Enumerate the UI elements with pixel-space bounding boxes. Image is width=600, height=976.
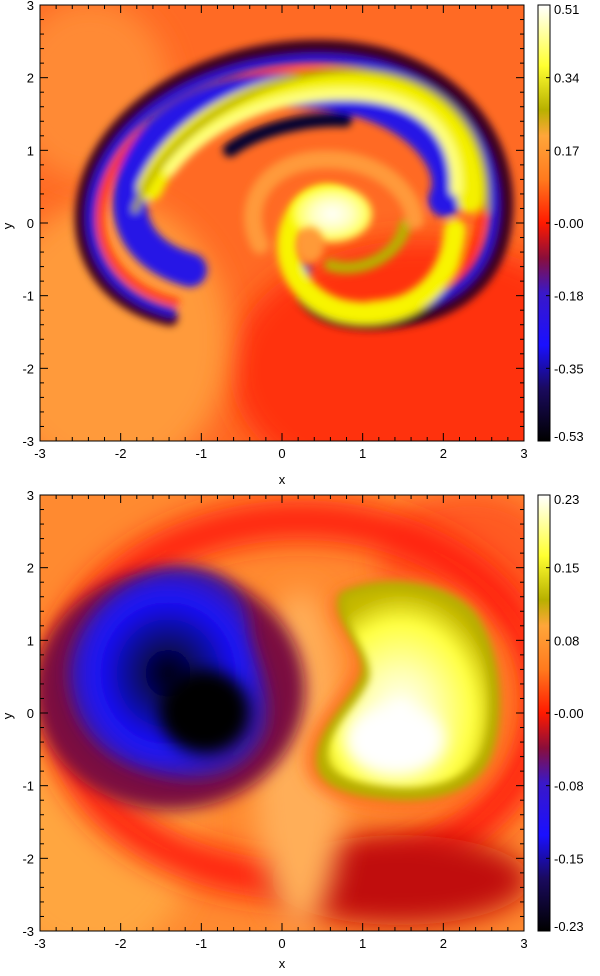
x-tick-label: -2 [115, 936, 127, 951]
x-tick-label: 2 [440, 936, 447, 951]
top-spiral [74, 39, 514, 331]
y-tick-label: 2 [27, 561, 34, 576]
top-core-shadow [296, 227, 324, 263]
x-tick-label: -1 [196, 936, 208, 951]
inner-orange-band [244, 150, 424, 254]
inner-coil-olive [324, 219, 411, 274]
y-tick-label: 1 [27, 143, 34, 158]
top-axes: -3 -2 -1 0 1 2 3 -3 -2 -1 0 1 2 3 [22, 0, 527, 461]
colorbar-label: -0.15 [554, 851, 584, 866]
y-tick-label: 0 [27, 706, 34, 721]
colorbar-label: 0.34 [554, 71, 579, 86]
y-tick-label: -1 [22, 779, 34, 794]
x-tick-label: 0 [278, 936, 285, 951]
y-tick-label: -3 [22, 924, 34, 939]
x-tick-label: -1 [196, 446, 208, 461]
bottom-ylabel: y [0, 712, 15, 719]
top-colorbar: 0.51 0.34 0.17 -0.00 -0.18 -0.35 -0.53 [537, 2, 584, 444]
y-tick-label: 3 [27, 0, 34, 13]
x-tick-label: 1 [359, 936, 366, 951]
y-tick-label: -2 [22, 361, 34, 376]
x-tick-label: 3 [520, 936, 527, 951]
top-ylabel: y [0, 222, 15, 229]
x-tick-label: -2 [115, 446, 127, 461]
top-panel: -3 -2 -1 0 1 2 3 -3 -2 -1 0 1 2 3 x y 0.51 0.34 0.17 -0.… [0, 0, 584, 487]
y-tick-label: 0 [27, 216, 34, 231]
colorbar-label: -0.35 [554, 361, 584, 376]
bottom-negative-lobe [40, 568, 305, 810]
yellow-arm-highlight [164, 88, 463, 196]
olive-rim [132, 68, 490, 213]
x-tick-label: 1 [359, 446, 366, 461]
x-tick-label: -3 [34, 446, 46, 461]
y-tick-label: -3 [22, 434, 34, 449]
pos-lobe-core [345, 705, 445, 775]
colorbar-label: 0.15 [554, 561, 579, 576]
colorbar-label: 0.08 [554, 633, 579, 648]
bottom-axes: -3 -2 -1 0 1 2 3 -3 -2 -1 0 1 2 3 [22, 488, 527, 951]
x-tick-label: 3 [520, 446, 527, 461]
y-tick-label: -2 [22, 851, 34, 866]
top-background-left [40, 200, 230, 441]
neg-lobe-core [160, 670, 250, 754]
colorbar-label: -0.53 [554, 429, 584, 444]
bottom-heatmap [40, 495, 524, 931]
colorbar-label: 0.17 [554, 143, 579, 158]
x-tick-label: 0 [278, 446, 285, 461]
colorbar-label: 0.51 [554, 2, 579, 17]
blue-arm-deep [223, 112, 352, 157]
colorbar-label: -0.00 [554, 216, 584, 231]
top-heatmap [40, 5, 524, 441]
bottom-colorbar: 0.23 0.15 0.08 -0.00 -0.08 -0.15 -0.23 [537, 492, 584, 934]
bottom-positive-lobe [305, 579, 509, 811]
bottom-panel: -3 -2 -1 0 1 2 3 -3 -2 -1 0 1 2 3 x y 0.23 0.15 0.08 -0.… [0, 488, 584, 971]
x-tick-label: 2 [440, 446, 447, 461]
y-tick-label: 2 [27, 71, 34, 86]
colorbar-label: 0.23 [554, 492, 579, 507]
colorbar-label: -0.08 [554, 779, 584, 794]
y-tick-label: -1 [22, 289, 34, 304]
colorbar-label: -0.18 [554, 289, 584, 304]
bottom-xlabel: x [279, 956, 286, 971]
top-xlabel: x [279, 472, 286, 487]
y-tick-label: 3 [27, 488, 34, 503]
y-tick-label: 1 [27, 633, 34, 648]
colorbar-label: -0.00 [554, 706, 584, 721]
colorbar-label: -0.23 [554, 919, 584, 934]
x-tick-label: -3 [34, 936, 46, 951]
